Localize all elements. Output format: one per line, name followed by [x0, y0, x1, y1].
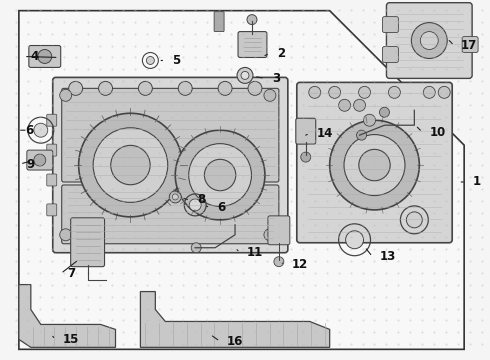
- Circle shape: [247, 15, 257, 24]
- FancyBboxPatch shape: [62, 88, 279, 182]
- Circle shape: [237, 67, 253, 84]
- FancyBboxPatch shape: [47, 114, 57, 126]
- FancyBboxPatch shape: [27, 150, 53, 170]
- Circle shape: [241, 71, 249, 80]
- Circle shape: [34, 154, 46, 166]
- FancyBboxPatch shape: [53, 77, 288, 253]
- Text: 13: 13: [379, 250, 396, 263]
- Circle shape: [420, 32, 438, 50]
- Text: 16: 16: [227, 335, 244, 348]
- Circle shape: [172, 194, 178, 200]
- Circle shape: [189, 144, 251, 206]
- Circle shape: [423, 86, 435, 98]
- Circle shape: [38, 50, 52, 63]
- Circle shape: [138, 81, 152, 95]
- FancyBboxPatch shape: [47, 174, 57, 186]
- Circle shape: [191, 243, 201, 253]
- Text: 9: 9: [27, 158, 35, 171]
- Circle shape: [248, 81, 262, 95]
- Text: 10: 10: [429, 126, 445, 139]
- Circle shape: [111, 145, 150, 185]
- Circle shape: [264, 229, 276, 241]
- FancyBboxPatch shape: [387, 3, 472, 78]
- Circle shape: [412, 23, 447, 58]
- Circle shape: [301, 152, 311, 162]
- Text: 5: 5: [172, 54, 180, 67]
- Circle shape: [34, 123, 48, 137]
- FancyBboxPatch shape: [47, 144, 57, 156]
- Circle shape: [189, 199, 201, 211]
- Circle shape: [60, 229, 72, 241]
- Circle shape: [264, 89, 276, 101]
- Text: 12: 12: [292, 258, 308, 271]
- Text: 8: 8: [197, 193, 205, 206]
- Text: 6: 6: [25, 124, 33, 137]
- FancyBboxPatch shape: [71, 218, 104, 267]
- Polygon shape: [19, 11, 464, 349]
- FancyBboxPatch shape: [29, 45, 61, 67]
- Circle shape: [389, 86, 400, 98]
- FancyBboxPatch shape: [296, 118, 316, 144]
- Circle shape: [364, 114, 375, 126]
- Text: 11: 11: [247, 246, 263, 259]
- Circle shape: [175, 130, 265, 220]
- Text: 6: 6: [217, 201, 225, 215]
- Circle shape: [344, 135, 405, 195]
- Circle shape: [329, 86, 341, 98]
- FancyBboxPatch shape: [238, 32, 267, 58]
- Circle shape: [178, 81, 192, 95]
- Circle shape: [357, 130, 367, 140]
- Circle shape: [345, 231, 364, 249]
- FancyBboxPatch shape: [47, 204, 57, 216]
- Circle shape: [309, 86, 321, 98]
- Text: 7: 7: [68, 267, 76, 280]
- Circle shape: [93, 128, 168, 202]
- Circle shape: [406, 212, 422, 228]
- Circle shape: [147, 57, 154, 64]
- FancyBboxPatch shape: [297, 82, 452, 243]
- FancyBboxPatch shape: [214, 12, 224, 32]
- Circle shape: [330, 120, 419, 210]
- Circle shape: [359, 86, 370, 98]
- Circle shape: [438, 86, 450, 98]
- Polygon shape: [19, 285, 116, 347]
- Text: 3: 3: [272, 72, 280, 85]
- Text: 15: 15: [63, 333, 79, 346]
- Circle shape: [204, 159, 236, 191]
- Circle shape: [218, 81, 232, 95]
- Circle shape: [98, 81, 113, 95]
- FancyBboxPatch shape: [383, 17, 398, 32]
- Text: 17: 17: [461, 39, 477, 52]
- FancyBboxPatch shape: [383, 46, 398, 62]
- Circle shape: [69, 81, 83, 95]
- Circle shape: [78, 113, 182, 217]
- Polygon shape: [141, 292, 330, 347]
- Text: 2: 2: [277, 47, 285, 60]
- Circle shape: [354, 99, 366, 111]
- FancyBboxPatch shape: [462, 37, 478, 53]
- Text: 1: 1: [473, 175, 481, 189]
- FancyBboxPatch shape: [62, 185, 279, 244]
- Text: 4: 4: [31, 50, 39, 63]
- Circle shape: [379, 107, 390, 117]
- Circle shape: [339, 99, 350, 111]
- Text: 14: 14: [317, 127, 333, 140]
- Circle shape: [60, 89, 72, 101]
- Circle shape: [359, 149, 390, 181]
- FancyBboxPatch shape: [268, 216, 290, 245]
- Circle shape: [274, 257, 284, 267]
- Circle shape: [169, 191, 181, 203]
